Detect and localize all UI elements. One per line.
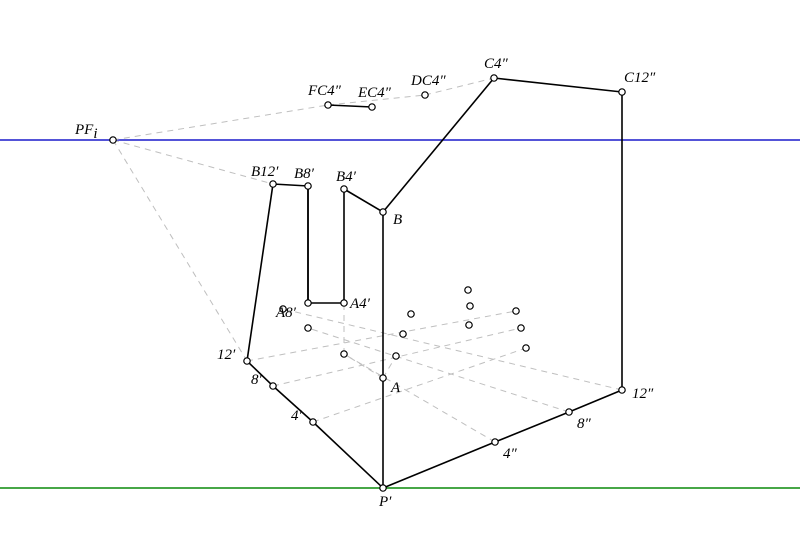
point-DC4 [422, 92, 428, 98]
point-R12 [619, 387, 625, 393]
construction-edge [313, 348, 526, 422]
solid-edge [494, 78, 622, 92]
point-hB [305, 325, 311, 331]
solid-edge [569, 390, 622, 412]
construction-edge [383, 356, 396, 378]
point-hA [341, 351, 347, 357]
solid-edge [495, 412, 569, 442]
label-C12: C12″ [624, 70, 656, 86]
label-R12: 12″ [632, 386, 654, 402]
point-B4 [341, 186, 347, 192]
point-g31 [408, 311, 414, 317]
point-g22 [467, 303, 473, 309]
label-PF: PFi [74, 122, 98, 142]
label-B12: B12′ [251, 164, 279, 180]
point-A8 [305, 300, 311, 306]
construction-edge [113, 105, 328, 140]
point-A [380, 375, 386, 381]
point-C4 [491, 75, 497, 81]
label-R8: 8″ [577, 416, 592, 432]
point-R4 [492, 439, 498, 445]
point-g12 [466, 322, 472, 328]
solid-edge [328, 105, 372, 107]
point-B [380, 209, 386, 215]
construction-edge [283, 309, 622, 390]
point-L12 [244, 358, 250, 364]
point-A4 [341, 300, 347, 306]
point-gR2 [518, 325, 524, 331]
point-EC4 [369, 104, 375, 110]
label-A4: A4′ [349, 296, 371, 312]
label-A: A [390, 380, 401, 396]
point-g21 [400, 331, 406, 337]
label-DC4: DC4″ [410, 73, 446, 89]
construction-edge [113, 140, 247, 361]
construction-edge [113, 140, 273, 184]
point-g11 [393, 353, 399, 359]
label-B4: B4′ [336, 169, 357, 185]
point-B8 [305, 183, 311, 189]
solid-edge [313, 422, 383, 488]
label-L8: 8′ [251, 372, 263, 388]
point-FC4 [325, 102, 331, 108]
construction-edge [344, 354, 495, 442]
label-C4: C4″ [484, 56, 509, 72]
label-FC4: FC4″ [307, 83, 342, 99]
point-gR1 [523, 345, 529, 351]
solid-edge [344, 189, 383, 212]
solid-edge [383, 442, 495, 488]
label-B: B [393, 212, 402, 228]
construction-edge [344, 354, 383, 378]
point-B12 [270, 181, 276, 187]
point-L4 [310, 419, 316, 425]
point-R8 [566, 409, 572, 415]
label-Pp: P′ [378, 494, 392, 510]
label-EC4: EC4″ [357, 85, 392, 101]
label-R4: 4″ [503, 446, 518, 462]
label-B8: B8′ [294, 166, 315, 182]
point-g41 [465, 287, 471, 293]
solid-edge [273, 184, 308, 186]
point-Pp [380, 485, 386, 491]
point-PF [110, 137, 116, 143]
label-L4: 4′ [291, 408, 303, 424]
label-L12: 12′ [217, 347, 236, 363]
label-A8: A8′ [275, 305, 297, 321]
point-C12 [619, 89, 625, 95]
solid-edge [247, 184, 273, 361]
point-gR3 [513, 308, 519, 314]
point-L8 [270, 383, 276, 389]
construction-edge [308, 328, 569, 412]
